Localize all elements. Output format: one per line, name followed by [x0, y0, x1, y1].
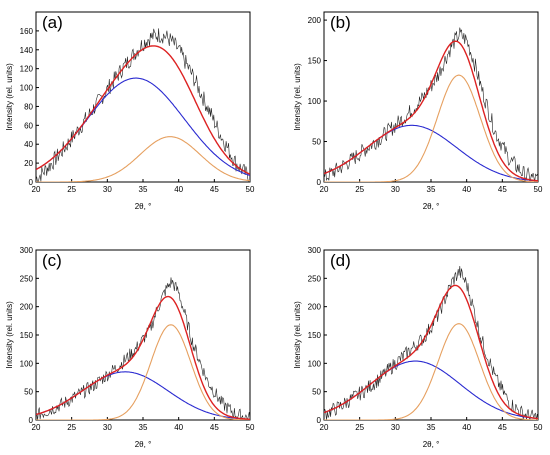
y-axis-label: Intensity (rel. units)	[293, 301, 302, 369]
y-tick-label: 100	[20, 359, 34, 368]
y-tick-label: 200	[20, 303, 34, 312]
y-axis-label: Intensity (rel. units)	[293, 63, 302, 131]
y-tick-label: 40	[24, 140, 33, 149]
y-tick-label: 250	[20, 274, 34, 283]
panel-label: (b)	[330, 13, 351, 32]
y-axis-label: Intensity (rel. units)	[5, 301, 14, 369]
x-tick-label: 25	[67, 185, 76, 194]
x-axis-label: 2θ, °	[135, 202, 152, 211]
x-tick-label: 35	[139, 185, 148, 194]
x-tick-label: 40	[462, 185, 471, 194]
y-tick-label: 200	[308, 303, 322, 312]
panel-label: (c)	[42, 251, 62, 270]
y-tick-label: 160	[20, 27, 34, 36]
y-tick-label: 120	[20, 65, 34, 74]
series-fit-curve	[36, 295, 250, 420]
chart-panel-2: 20 25 30 35 40 45 50 0 50 100 150 200 2θ, ° Intensity…	[293, 11, 543, 211]
y-tick-label: 0	[317, 416, 322, 425]
y-tick-label: 80	[24, 102, 33, 111]
x-tick-label: 40	[462, 423, 471, 432]
x-tick-label: 40	[174, 185, 183, 194]
panel-label: (a)	[42, 13, 63, 32]
y-tick-label: 50	[312, 388, 321, 397]
x-tick-label: 25	[355, 423, 364, 432]
series-fit-curve	[324, 40, 538, 182]
x-tick-label: 50	[534, 423, 543, 432]
x-tick-label: 35	[427, 185, 436, 194]
y-tick-label: 300	[20, 246, 34, 255]
series-component-2	[324, 323, 538, 420]
x-tick-label: 50	[246, 423, 255, 432]
x-tick-label: 45	[210, 185, 219, 194]
x-tick-label: 30	[391, 423, 400, 432]
series-component-2	[36, 136, 250, 182]
series-component-2	[324, 74, 538, 182]
series-component-1	[324, 360, 538, 420]
x-tick-label: 20	[32, 185, 41, 194]
series-fit-curve	[36, 45, 250, 175]
y-tick-label: 50	[24, 388, 33, 397]
x-tick-label: 35	[427, 423, 436, 432]
x-tick-label: 30	[103, 185, 112, 194]
x-tick-label: 20	[320, 423, 329, 432]
series-measured-data	[36, 277, 250, 420]
chart-panel-4: 20 25 30 35 40 45 50 0 50 100 150 200 250 300 2θ, ° Int…	[293, 246, 543, 449]
y-tick-label: 0	[29, 178, 34, 187]
y-tick-label: 150	[308, 57, 322, 66]
y-tick-label: 20	[24, 159, 33, 168]
y-tick-label: 60	[24, 121, 33, 130]
x-tick-label: 45	[210, 423, 219, 432]
x-tick-label: 35	[139, 423, 148, 432]
x-tick-label: 25	[67, 423, 76, 432]
x-tick-label: 50	[246, 185, 255, 194]
x-tick-label: 45	[498, 423, 507, 432]
x-tick-label: 30	[391, 185, 400, 194]
y-tick-label: 100	[308, 97, 322, 106]
series-fit-curve	[324, 284, 538, 420]
x-tick-label: 25	[355, 185, 364, 194]
x-tick-label: 40	[174, 423, 183, 432]
x-axis-label: 2θ, °	[423, 440, 440, 449]
panel-label: (d)	[330, 251, 351, 270]
series-measured-data	[36, 28, 250, 182]
y-tick-label: 140	[20, 46, 34, 55]
series-measured-data	[324, 265, 538, 420]
series-component-1	[36, 371, 250, 420]
x-tick-label: 20	[320, 185, 329, 194]
y-tick-label: 50	[312, 138, 321, 147]
series-measured-data	[324, 27, 538, 182]
chart-panel-3: 20 25 30 35 40 45 50 0 50 100 150 200 250 300 2θ, ° Int…	[5, 246, 255, 449]
y-tick-label: 300	[308, 246, 322, 255]
y-tick-label: 0	[29, 416, 34, 425]
x-axis-label: 2θ, °	[135, 440, 152, 449]
x-axis-label: 2θ, °	[423, 202, 440, 211]
series-component-2	[36, 324, 250, 420]
x-tick-label: 45	[498, 185, 507, 194]
x-tick-label: 50	[534, 185, 543, 194]
y-tick-label: 150	[308, 331, 322, 340]
y-tick-label: 100	[20, 84, 34, 93]
y-tick-label: 250	[308, 274, 322, 283]
y-tick-label: 150	[20, 331, 34, 340]
y-tick-label: 100	[308, 359, 322, 368]
y-tick-label: 200	[308, 16, 322, 25]
y-tick-label: 0	[317, 178, 322, 187]
x-tick-label: 30	[103, 423, 112, 432]
x-tick-label: 20	[32, 423, 41, 432]
y-axis-label: Intensity (rel. units)	[5, 63, 14, 131]
